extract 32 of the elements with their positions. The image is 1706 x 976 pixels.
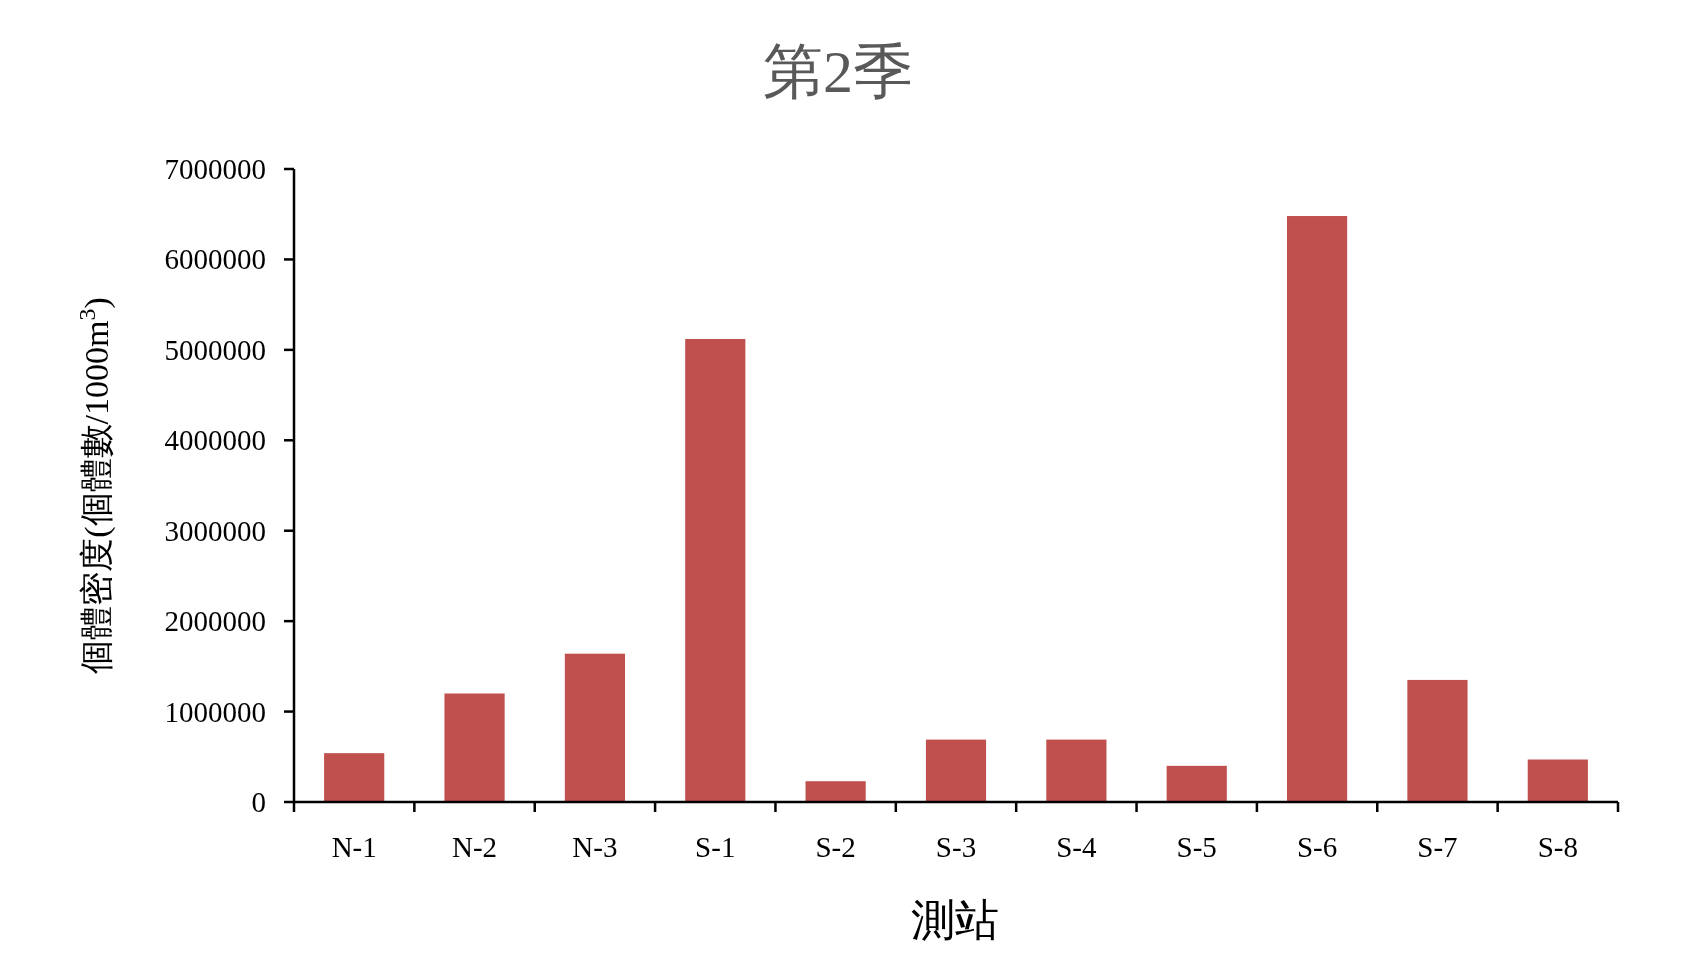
x-tick-label: N-2 [451, 831, 498, 863]
bar [805, 781, 866, 802]
y-tick-label: 4000000 [164, 424, 266, 457]
bar [1407, 679, 1468, 802]
y-tick-label: 2000000 [164, 605, 266, 638]
x-tick-label: S-8 [1537, 831, 1578, 863]
y-tick-label: 0 [251, 786, 266, 818]
x-tick-label: S-7 [1417, 831, 1458, 863]
bar [444, 693, 505, 802]
x-tick-label: S-4 [1056, 831, 1097, 863]
x-axis-title: 測站 [911, 896, 999, 945]
y-tick-label: 6000000 [164, 243, 266, 276]
bar [1287, 216, 1348, 802]
bar [1166, 765, 1227, 802]
bar [324, 753, 385, 802]
bar [685, 339, 746, 802]
bar [925, 739, 987, 802]
x-tick-label: S-3 [935, 831, 977, 863]
bar [1527, 759, 1588, 802]
x-tick-label: S-6 [1296, 831, 1338, 863]
y-tick-label: 7000000 [164, 153, 266, 185]
x-tick-label: N-3 [572, 831, 618, 863]
y-tick-label: 1000000 [164, 695, 266, 728]
chart-title: 第2季 [763, 39, 913, 105]
x-tick-label: S-5 [1176, 831, 1217, 863]
bar [564, 653, 625, 802]
x-tick-label: S-1 [695, 831, 736, 863]
x-tick-label: N-1 [331, 831, 377, 863]
y-tick-label: 3000000 [164, 514, 266, 547]
y-tick-label: 5000000 [164, 333, 266, 366]
x-tick-label: S-2 [815, 831, 856, 863]
bar [1046, 739, 1107, 802]
